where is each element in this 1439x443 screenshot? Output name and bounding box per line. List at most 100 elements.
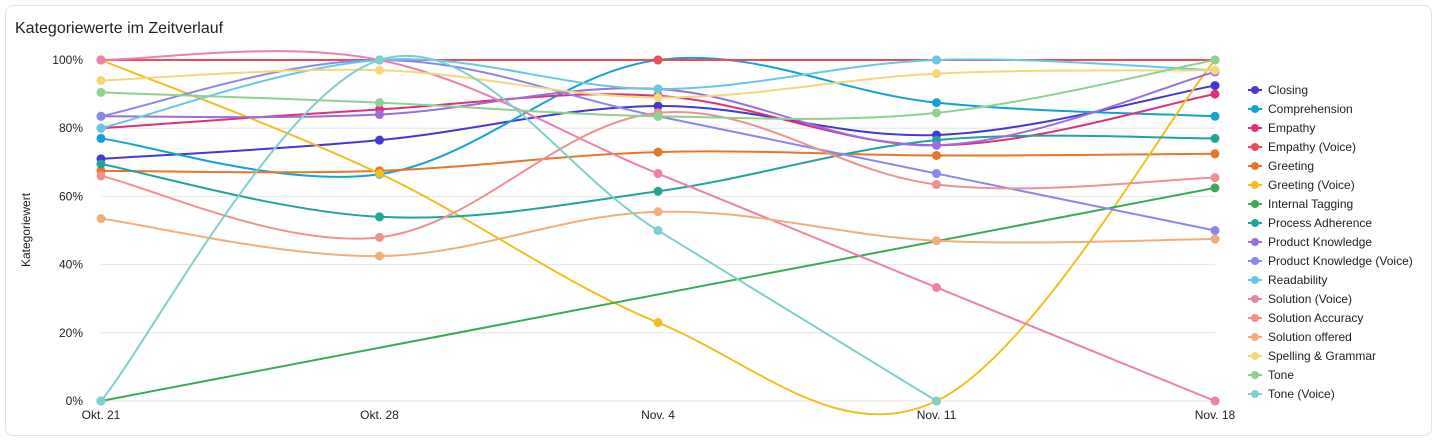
legend-label: Greeting	[1268, 159, 1314, 173]
legend-item[interactable]: Process Adherence	[1248, 216, 1372, 230]
data-point	[653, 226, 663, 235]
data-point	[653, 55, 663, 65]
legend-item[interactable]: Product Knowledge (Voice)	[1248, 254, 1413, 268]
legend-swatch	[1251, 124, 1259, 132]
legend-swatch	[1251, 181, 1259, 189]
data-point	[1210, 111, 1220, 121]
legend-label: Process Adherence	[1268, 216, 1372, 230]
legend-item[interactable]: Solution (Voice)	[1248, 292, 1352, 306]
data-point	[375, 98, 384, 108]
data-point	[96, 159, 106, 169]
data-point	[96, 111, 106, 121]
data-point	[375, 55, 384, 65]
legend-label: Comprehension	[1268, 102, 1353, 116]
legend-item[interactable]: Product Knowledge	[1248, 235, 1372, 249]
data-point	[1210, 81, 1220, 91]
legend-swatch	[1251, 276, 1259, 284]
legend-swatch	[1251, 162, 1259, 170]
legend-label: Solution (Voice)	[1268, 292, 1352, 306]
data-point	[1210, 226, 1220, 235]
data-point	[375, 232, 384, 242]
data-point	[653, 84, 663, 94]
data-point	[96, 55, 106, 65]
data-point	[653, 318, 663, 328]
legend-item[interactable]: Spelling & Grammar	[1248, 349, 1376, 363]
y-tick-label: 40%	[59, 258, 83, 272]
data-point	[96, 123, 106, 133]
data-point	[653, 101, 663, 111]
data-point	[1210, 183, 1220, 193]
data-point	[1210, 89, 1220, 99]
data-point	[1210, 396, 1220, 406]
data-point	[375, 135, 384, 145]
data-point	[653, 93, 663, 103]
data-point	[375, 65, 384, 75]
data-point	[932, 396, 941, 406]
legend[interactable]: Closing Comprehension Empathy Empathy (Voic…	[1248, 83, 1413, 401]
data-point	[932, 169, 941, 179]
y-tick-label: 80%	[59, 121, 83, 135]
legend-swatch	[1251, 238, 1259, 246]
legend-swatch	[1251, 219, 1259, 227]
data-point	[932, 282, 941, 292]
legend-item[interactable]: Readability	[1248, 273, 1327, 287]
legend-swatch	[1251, 390, 1259, 398]
data-point	[96, 171, 106, 181]
legend-swatch	[1251, 295, 1259, 303]
legend-item[interactable]: Greeting	[1248, 159, 1314, 173]
legend-label: Empathy (Voice)	[1268, 140, 1356, 154]
data-point	[375, 169, 384, 179]
chart-title: Kategoriewerte im Zeitverlauf	[15, 20, 224, 37]
data-point	[375, 251, 384, 261]
legend-swatch	[1251, 314, 1259, 322]
data-point	[932, 179, 941, 189]
data-point	[1210, 65, 1220, 75]
legend-swatch	[1251, 333, 1259, 341]
legend-item[interactable]: Greeting (Voice)	[1248, 178, 1355, 192]
data-point	[1210, 149, 1220, 159]
x-tick-label: Okt. 28	[360, 408, 399, 422]
legend-item[interactable]: Tone (Voice)	[1248, 387, 1335, 401]
legend-label: Solution offered	[1268, 330, 1352, 344]
data-point	[932, 140, 941, 150]
data-point	[653, 207, 663, 217]
data-point	[932, 236, 941, 246]
data-point	[932, 98, 941, 108]
legend-label: Product Knowledge (Voice)	[1268, 254, 1413, 268]
data-point	[653, 111, 663, 121]
data-point	[96, 133, 106, 143]
data-point	[1210, 234, 1220, 244]
data-point	[96, 396, 106, 406]
y-tick-label: 60%	[59, 189, 83, 203]
data-point	[932, 108, 941, 118]
legend-item[interactable]: Closing	[1248, 83, 1308, 97]
legend-item[interactable]: Solution Accuracy	[1248, 311, 1363, 325]
x-tick-label: Okt. 21	[82, 408, 121, 422]
x-tick-label: Nov. 4	[641, 408, 675, 422]
legend-label: Spelling & Grammar	[1268, 349, 1376, 363]
legend-label: Internal Tagging	[1268, 197, 1353, 211]
data-point	[1210, 133, 1220, 143]
legend-item[interactable]: Tone	[1248, 368, 1294, 382]
y-axis-ticks: 0% 20% 40% 60% 80% 100%	[52, 53, 83, 408]
y-tick-label: 0%	[66, 394, 84, 408]
legend-swatch	[1251, 371, 1259, 379]
legend-item[interactable]: Empathy	[1248, 121, 1315, 135]
series-line	[100, 59, 1216, 416]
data-point	[96, 214, 106, 224]
data-point	[1210, 55, 1220, 65]
data-point	[375, 110, 384, 120]
legend-swatch	[1251, 143, 1259, 151]
legend-swatch	[1251, 352, 1259, 360]
data-point	[932, 69, 941, 79]
series-line	[100, 186, 1216, 402]
legend-item[interactable]: Comprehension	[1248, 102, 1353, 116]
data-point	[653, 186, 663, 196]
y-tick-label: 20%	[59, 326, 83, 340]
x-axis-ticks: Okt. 21 Okt. 28 Nov. 4 Nov. 11 Nov. 18	[82, 408, 1236, 422]
legend-item[interactable]: Solution offered	[1248, 330, 1352, 344]
y-tick-label: 100%	[52, 53, 83, 67]
legend-item[interactable]: Internal Tagging	[1248, 197, 1353, 211]
legend-item[interactable]: Empathy (Voice)	[1248, 140, 1356, 154]
